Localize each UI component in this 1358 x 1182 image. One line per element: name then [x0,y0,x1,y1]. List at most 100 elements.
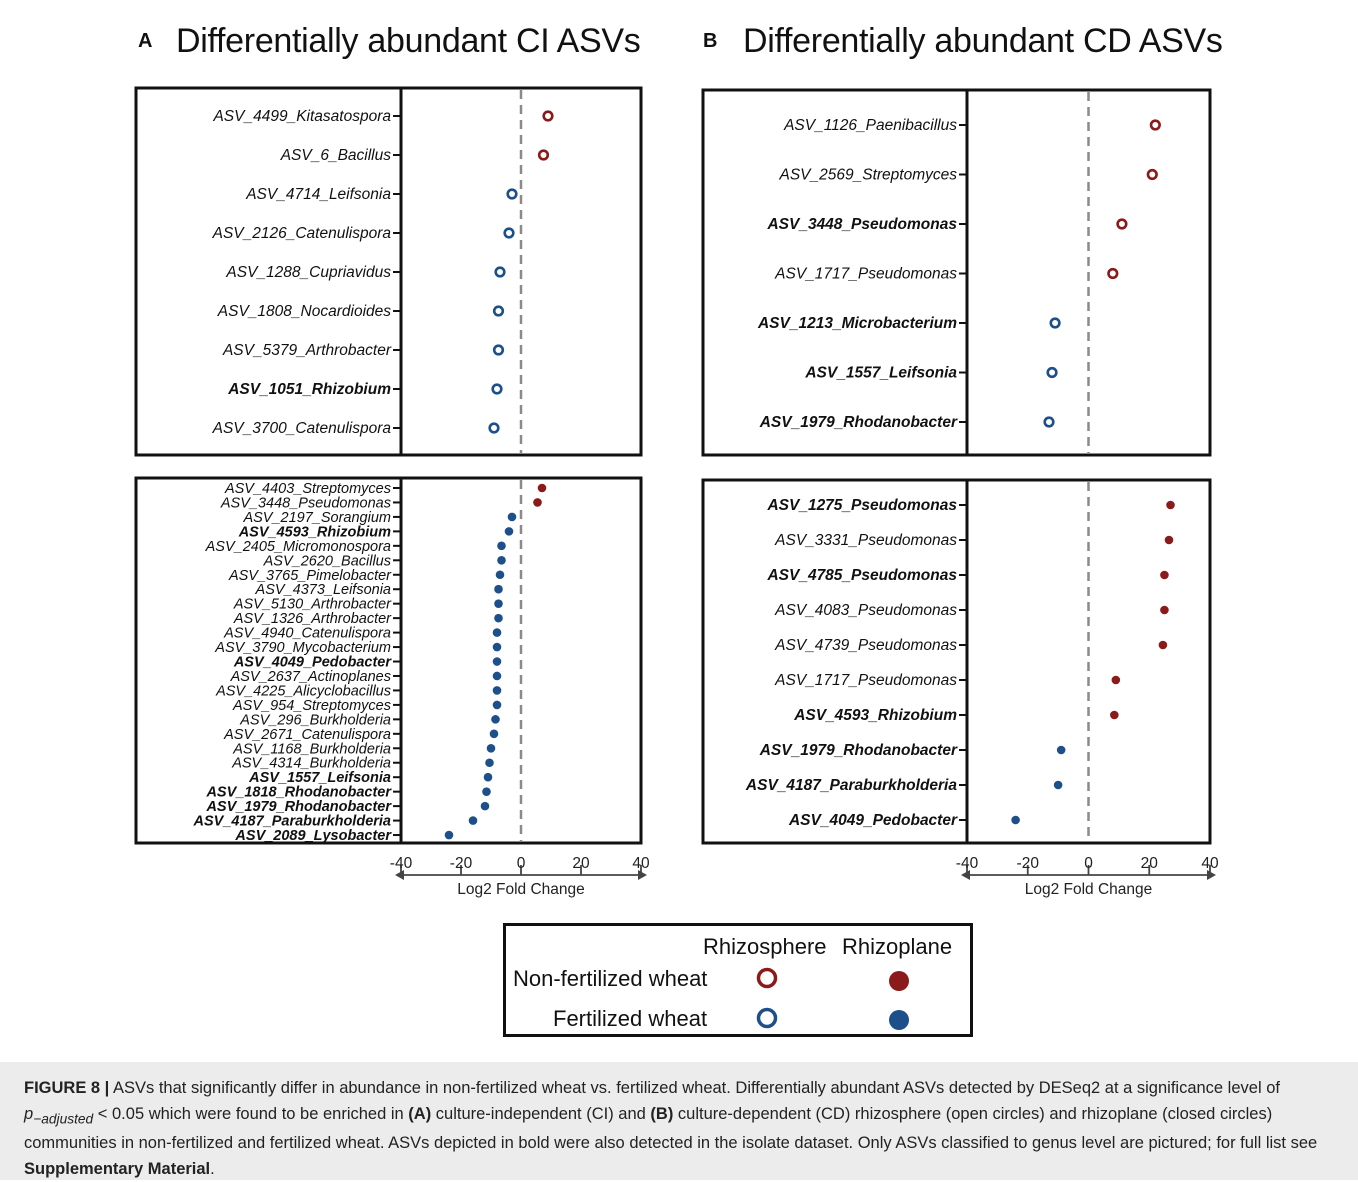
a-rhizoplane-point [444,830,454,840]
a-rhizoplane-category-label: ASV_1557_Leifsonia [248,770,391,786]
a-rhizoplane-point [492,700,502,710]
a-rhizoplane-category-label: ASV_3765_Pimelobacter [228,568,392,584]
legend-marker-fert-rhizoplane [889,1010,909,1030]
b-rhizoplane-category-label: ASV_4739_Pseudomonas [774,637,957,654]
b-rhizoplane-point [1166,500,1175,510]
a-rhizosphere-point [506,188,518,200]
b-rhizosphere-point [1149,119,1161,131]
a-rhizosphere-point [492,305,505,317]
a-rhizoplane-x-tick-label: -20 [450,855,473,872]
a-rhizoplane-category-label: ASV_2197_Sorangium [242,510,391,526]
a-rhizosphere-category-label: ASV_1808_Nocardioides [217,303,391,320]
a-rhizoplane-category-label: ASV_4314_Burkholderia [231,756,391,772]
a-rhizoplane-category-label: ASV_4373_Leifsonia [255,582,391,598]
b-rhizoplane-x-tick-label: 40 [1201,855,1219,872]
b-rhizoplane-category-label: ASV_4785_Pseudomonas [766,567,957,584]
caption-ref-a: (A) [408,1104,432,1123]
a-rhizoplane-category-label: ASV_2405_Micromonospora [205,539,391,555]
b-rhizoplane-point [1160,605,1169,615]
b-rhizoplane-point [1111,675,1121,685]
a-rhizoplane-x-tick-label: 40 [632,855,650,872]
a-rhizosphere-point [494,266,506,278]
a-rhizoplane-category-label: ASV_2637_Actinoplanes [230,669,391,685]
caption-text: FIGURE 8 | ASVs that significantly diffe… [24,1076,1344,1182]
b-rhizoplane-point [1164,535,1174,545]
panel-b-title: Differentially abundant CD ASVs [743,22,1223,60]
a-rhizosphere-category-label: ASV_1288_Cupriavidus [225,264,391,281]
b-rhizosphere-category-label: ASV_1126_Paenibacillus [783,117,957,134]
a-rhizoplane-point [497,541,506,551]
a-rhizoplane-point [495,570,505,580]
caption-part-3: culture-independent (CI) and [431,1104,651,1123]
a-rhizoplane-category-label: ASV_4593_Rhizobium [238,524,391,540]
b-rhizosphere-point [1046,366,1058,379]
b-rhizosphere-point [1043,416,1055,428]
a-rhizoplane-category-label: ASV_3448_Pseudomonas [220,495,391,511]
a-rhizoplane-category-label: ASV_2671_Catenulispora [223,727,391,743]
b-rhizoplane-point [1160,570,1169,580]
b-rhizoplane-category-label: ASV_4083_Pseudomonas [774,602,957,619]
a-rhizoplane-point [482,787,491,796]
a-rhizoplane-category-label: ASV_5130_Arthrobacter [233,597,392,613]
b-rhizoplane-x-tick-label: 20 [1141,855,1159,872]
a-rhizoplane-point [491,715,500,724]
b-rhizosphere-point [1146,168,1158,181]
a-rhizoplane-point [468,816,478,825]
b-rhizoplane-category-label: ASV_3331_Pseudomonas [774,532,957,549]
a-rhizosphere-point [503,227,515,239]
a-rhizosphere-point [488,422,500,434]
a-rhizoplane-point [492,628,502,637]
caption-part-2: < 0.05 which were found to be enriched i… [93,1104,409,1123]
b-rhizoplane-point [1053,780,1063,790]
a-rhizoplane-x-tick-label: 0 [517,855,526,872]
a-rhizosphere-category-label: ASV_3700_Catenulispora [212,420,392,437]
b-rhizoplane-category-label: ASV_1275_Pseudomonas [766,497,957,514]
a-rhizoplane-point [533,498,542,507]
b-rhizoplane-point [1110,710,1119,720]
b-rhizoplane-category-label: ASV_1717_Pseudomonas [774,672,957,689]
legend-marker-nonfert-rhizosphere [756,967,778,989]
a-rhizoplane-category-label: ASV_2089_Lysobacter [234,828,392,844]
a-rhizosphere-category-label: ASV_5379_Arthrobacter [222,342,392,359]
b-rhizosphere-category-label: ASV_2569_Streptomyces [779,167,958,184]
b-rhizosphere-point [1116,218,1128,230]
b-rhizoplane-point [1056,745,1066,755]
b-rhizoplane-category-label: ASV_4593_Rhizobium [793,707,957,724]
b-rhizoplane-x-tick-label: -20 [1017,855,1040,872]
a-rhizoplane-point [486,743,496,753]
a-rhizosphere-point [537,149,550,161]
b-rhizosphere-category-label: ASV_1557_Leifsonia [804,365,957,382]
a-rhizoplane-point [485,758,494,768]
caption-part-4: culture-dependent (CD) rhizosphere (open… [24,1104,1318,1153]
b-rhizoplane-point [1011,815,1020,825]
a-rhizoplane-point [497,556,506,565]
a-rhizoplane-point [507,512,517,522]
a-rhizoplane-category-label: ASV_1979_Rhodanobacter [205,799,392,815]
a-rhizoplane-point [494,584,503,594]
a-rhizosphere-point [491,383,503,395]
b-rhizosphere-point [1049,317,1061,329]
a-rhizoplane-point [480,801,490,811]
caption-label: FIGURE 8 | [24,1079,110,1097]
b-rhizoplane-category-label: ASV_4187_Paraburkholderia [745,777,957,794]
a-rhizoplane-category-label: ASV_1818_Rhodanobacter [205,785,392,801]
a-rhizoplane-point [504,527,514,536]
panel-a-letter: A [138,30,153,52]
a-rhizoplane-point [494,599,503,608]
caption-part-1: ASVs that significantly differ in abunda… [112,1079,1280,1097]
a-rhizoplane-category-label: ASV_3790_Mycobacterium [214,640,391,656]
a-rhizoplane-category-label: ASV_4403_Streptomyces [224,481,391,497]
legend-row-non-fertilized: Non-fertilized wheat [513,966,708,991]
a-rhizosphere-category-label: ASV_4714_Leifsonia [245,186,391,203]
a-rhizosphere-point [542,110,554,122]
legend-marker-nonfert-rhizoplane [889,971,909,991]
a-rhizosphere-category-label: ASV_6_Bacillus [280,147,392,164]
b-rhizosphere-frame [701,88,1212,457]
caption-p: p [24,1104,34,1123]
panel-b-letter: B [703,30,718,52]
b-rhizoplane-x-tick-label: -40 [956,855,979,872]
a-rhizoplane-category-label: ASV_954_Streptomyces [232,698,391,714]
caption-supplementary: Supplementary Material [24,1159,211,1178]
a-rhizoplane-point [492,642,502,652]
